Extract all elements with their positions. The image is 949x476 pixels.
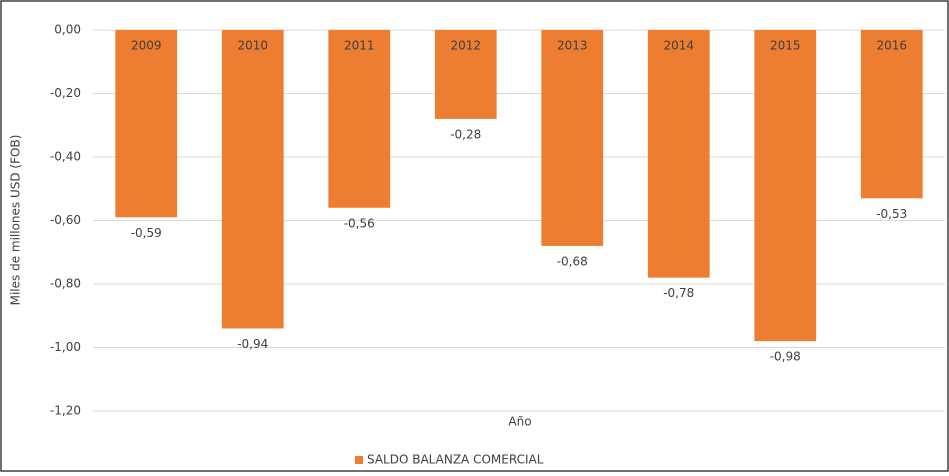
bar — [115, 30, 178, 218]
bar — [541, 30, 604, 246]
y-axis-label: Miles de millones USD (FOB) — [9, 135, 23, 306]
x-tick-label: 2011 — [344, 39, 375, 53]
legend-swatch — [355, 456, 363, 464]
y-tick-label: -0,80 — [50, 277, 81, 291]
y-tick-label: -1,20 — [50, 404, 81, 418]
data-label: -0,94 — [237, 337, 268, 351]
data-label: -0,56 — [344, 216, 375, 230]
y-tick-label: -1,00 — [50, 340, 81, 354]
bar — [860, 30, 923, 199]
bar — [328, 30, 391, 208]
data-label: -0,28 — [450, 127, 481, 141]
y-tick-label: -0,60 — [50, 213, 81, 227]
data-label: -0,78 — [663, 286, 694, 300]
y-tick-label: -0,20 — [50, 86, 81, 100]
bar — [221, 30, 284, 329]
bar — [434, 30, 497, 119]
data-label: -0,53 — [876, 207, 907, 221]
x-tick-label: 2014 — [663, 39, 694, 53]
x-tick-label: 2010 — [237, 39, 268, 53]
x-tick-label: 2013 — [557, 39, 588, 53]
bar — [647, 30, 710, 278]
legend-label: SALDO BALANZA COMERCIAL — [367, 453, 544, 467]
data-label: -0,68 — [557, 254, 588, 268]
x-tick-label: 2009 — [131, 39, 162, 53]
data-label: -0,98 — [770, 350, 801, 364]
y-tick-label: -0,40 — [50, 150, 81, 164]
x-axis-label: Año — [508, 415, 531, 429]
x-tick-label: 2015 — [770, 39, 801, 53]
bar — [754, 30, 817, 342]
data-label: -0,59 — [131, 226, 162, 240]
y-tick-label: 0,00 — [54, 23, 81, 37]
x-tick-label: 2012 — [450, 39, 481, 53]
x-tick-label: 2016 — [876, 39, 907, 53]
